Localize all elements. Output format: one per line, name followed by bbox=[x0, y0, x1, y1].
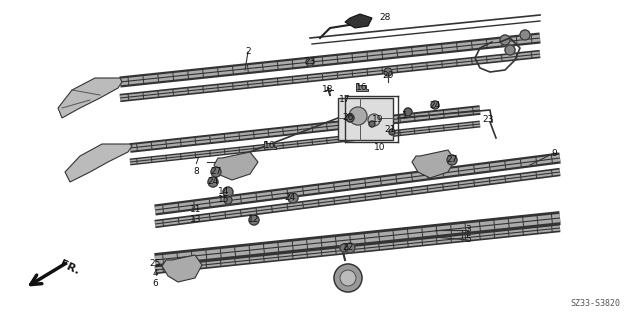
Polygon shape bbox=[214, 152, 258, 180]
Polygon shape bbox=[162, 255, 202, 282]
Circle shape bbox=[520, 30, 530, 40]
Text: 4: 4 bbox=[152, 269, 158, 278]
Text: 14: 14 bbox=[218, 188, 230, 196]
Circle shape bbox=[224, 196, 232, 204]
Circle shape bbox=[334, 264, 362, 292]
Text: 24: 24 bbox=[284, 194, 296, 203]
Circle shape bbox=[389, 129, 395, 135]
Circle shape bbox=[340, 270, 356, 286]
Circle shape bbox=[346, 114, 354, 122]
Circle shape bbox=[404, 108, 412, 116]
Text: 27: 27 bbox=[211, 167, 221, 177]
Text: 16: 16 bbox=[356, 84, 368, 92]
Text: 1: 1 bbox=[402, 110, 408, 119]
Text: 18: 18 bbox=[323, 85, 333, 94]
Circle shape bbox=[288, 193, 298, 203]
Circle shape bbox=[447, 155, 457, 165]
Text: 13: 13 bbox=[190, 215, 202, 225]
Circle shape bbox=[369, 121, 375, 127]
Text: 3: 3 bbox=[465, 226, 471, 235]
Text: 23: 23 bbox=[483, 116, 493, 124]
Bar bbox=[338, 98, 393, 140]
Circle shape bbox=[505, 45, 515, 55]
Circle shape bbox=[349, 107, 367, 125]
Circle shape bbox=[345, 243, 355, 253]
Text: 27: 27 bbox=[446, 156, 458, 164]
Text: 17: 17 bbox=[339, 95, 351, 105]
Text: 7: 7 bbox=[193, 157, 199, 166]
Text: 16: 16 bbox=[264, 140, 276, 149]
Circle shape bbox=[211, 167, 221, 177]
Circle shape bbox=[500, 35, 510, 45]
Text: 25: 25 bbox=[149, 260, 161, 268]
Text: 21: 21 bbox=[384, 125, 396, 134]
Text: 8: 8 bbox=[193, 167, 199, 177]
Text: 6: 6 bbox=[152, 279, 158, 289]
Polygon shape bbox=[412, 150, 455, 178]
Text: 2: 2 bbox=[245, 47, 251, 57]
Text: FR.: FR. bbox=[58, 259, 81, 277]
Text: 12: 12 bbox=[248, 215, 260, 225]
Text: 9: 9 bbox=[551, 148, 557, 157]
Polygon shape bbox=[356, 83, 368, 91]
Polygon shape bbox=[58, 78, 122, 118]
Text: 19: 19 bbox=[372, 116, 384, 124]
Circle shape bbox=[249, 215, 259, 225]
Text: 24: 24 bbox=[207, 178, 219, 187]
Text: 28: 28 bbox=[380, 13, 390, 22]
Circle shape bbox=[223, 187, 233, 197]
Circle shape bbox=[431, 101, 439, 109]
Text: 26: 26 bbox=[342, 114, 354, 123]
Text: 11: 11 bbox=[190, 205, 202, 214]
Text: 24: 24 bbox=[429, 100, 440, 109]
Text: 20: 20 bbox=[382, 70, 394, 79]
Circle shape bbox=[340, 244, 348, 252]
Circle shape bbox=[306, 58, 314, 66]
Text: 15: 15 bbox=[218, 196, 230, 204]
Text: 22: 22 bbox=[342, 244, 354, 252]
Text: 5: 5 bbox=[465, 236, 471, 244]
Circle shape bbox=[368, 114, 380, 126]
Text: 23: 23 bbox=[304, 58, 316, 67]
Text: 10: 10 bbox=[374, 142, 386, 151]
Circle shape bbox=[208, 177, 218, 187]
Polygon shape bbox=[65, 144, 132, 182]
Circle shape bbox=[384, 68, 392, 76]
Text: SZ33-S3820: SZ33-S3820 bbox=[570, 299, 620, 308]
Polygon shape bbox=[345, 14, 372, 28]
Polygon shape bbox=[264, 141, 276, 149]
